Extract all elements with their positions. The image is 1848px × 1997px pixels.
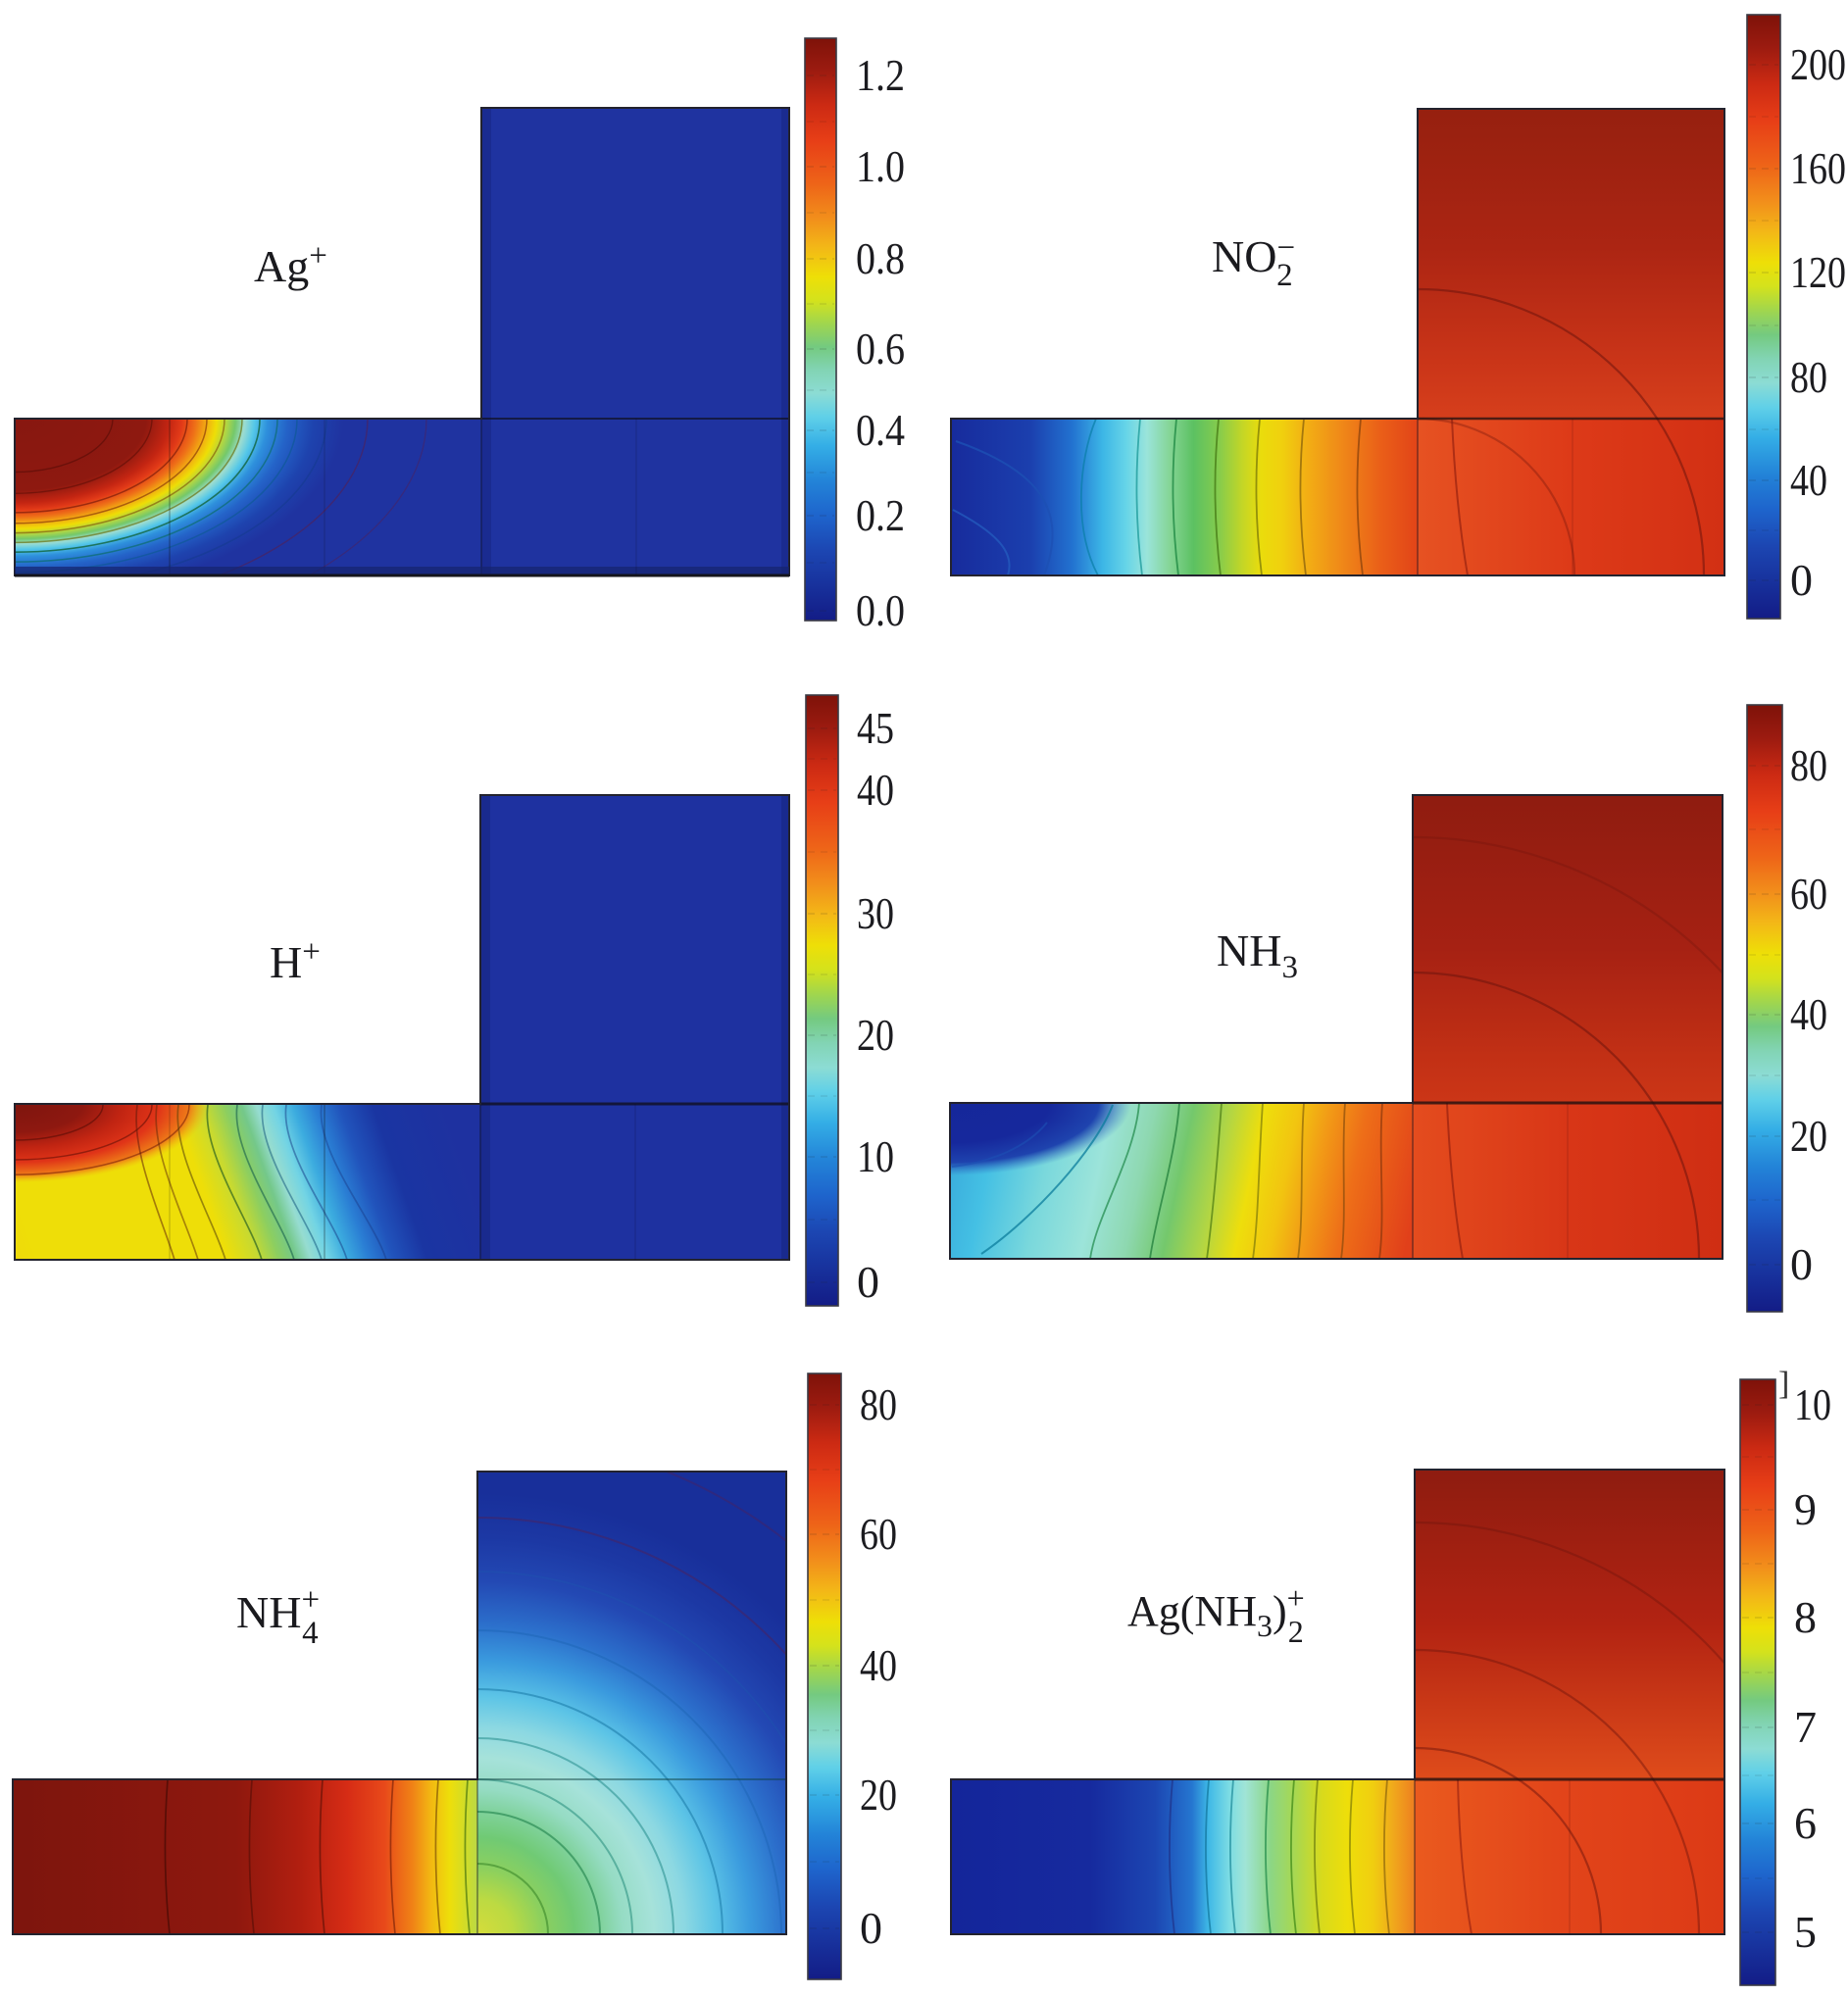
svg-text:80: 80 [1790, 740, 1827, 790]
svg-text:0.6: 0.6 [856, 324, 905, 374]
svg-text:40: 40 [860, 1640, 897, 1690]
svg-text:0.0: 0.0 [856, 585, 905, 635]
svg-text:200: 200 [1790, 39, 1846, 89]
svg-text:0: 0 [857, 1257, 879, 1307]
svg-text:20: 20 [857, 1010, 894, 1060]
svg-text:0.2: 0.2 [856, 490, 905, 540]
svg-text:40: 40 [857, 765, 894, 815]
svg-text:0: 0 [1790, 555, 1813, 605]
svg-text:Ag+: Ag+ [254, 238, 327, 291]
svg-text:40: 40 [1790, 455, 1827, 505]
svg-text:0.4: 0.4 [856, 405, 905, 455]
svg-text:9: 9 [1794, 1484, 1817, 1534]
svg-text:60: 60 [1790, 869, 1827, 919]
svg-text:0: 0 [860, 1903, 882, 1953]
svg-text:1.0: 1.0 [856, 141, 905, 191]
svg-text:H+: H+ [270, 934, 321, 987]
svg-text:20: 20 [1790, 1111, 1827, 1161]
svg-text:160: 160 [1790, 143, 1846, 193]
svg-text:45: 45 [857, 703, 894, 753]
svg-text:80: 80 [1790, 352, 1827, 402]
svg-text:30: 30 [857, 888, 894, 938]
svg-text:7: 7 [1794, 1702, 1817, 1752]
svg-text:]: ] [1778, 1366, 1789, 1402]
svg-text:8: 8 [1794, 1592, 1817, 1642]
svg-text:0: 0 [1790, 1239, 1813, 1289]
svg-text:6: 6 [1794, 1798, 1817, 1848]
svg-text:20: 20 [860, 1770, 897, 1820]
svg-text:5: 5 [1794, 1907, 1817, 1957]
svg-text:10: 10 [1794, 1379, 1831, 1429]
svg-text:NH+4: NH+ 4 [236, 1582, 320, 1651]
svg-text:60: 60 [860, 1509, 897, 1559]
svg-text:120: 120 [1790, 247, 1846, 297]
svg-text:1.2: 1.2 [856, 50, 905, 100]
svg-text:40: 40 [1790, 989, 1827, 1039]
svg-text:80: 80 [860, 1379, 897, 1429]
svg-text:NH3: NH3 [1217, 925, 1298, 985]
svg-text:10: 10 [857, 1131, 894, 1181]
svg-text:0.8: 0.8 [856, 233, 905, 283]
